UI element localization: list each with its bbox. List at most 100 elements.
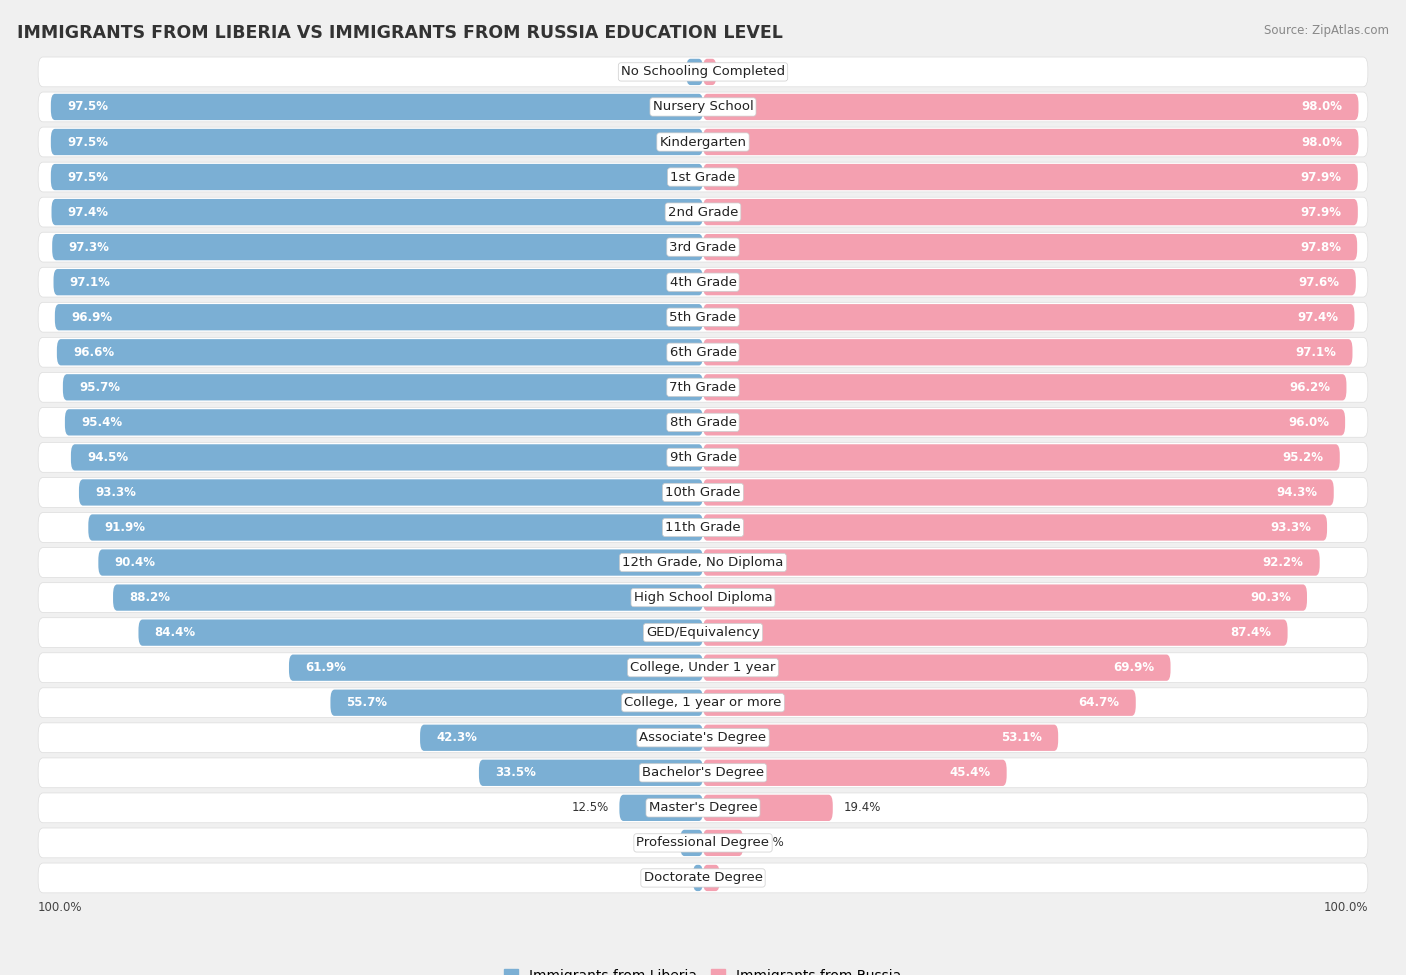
FancyBboxPatch shape [703,795,832,821]
Text: 97.4%: 97.4% [1298,311,1339,324]
FancyBboxPatch shape [703,515,1327,541]
Text: 55.7%: 55.7% [346,696,388,709]
FancyBboxPatch shape [51,129,703,155]
FancyBboxPatch shape [79,480,703,506]
FancyBboxPatch shape [63,374,703,401]
FancyBboxPatch shape [51,94,703,120]
Text: 97.5%: 97.5% [67,171,108,183]
Text: 12.5%: 12.5% [571,801,609,814]
FancyBboxPatch shape [703,164,1358,190]
FancyBboxPatch shape [703,865,720,891]
FancyBboxPatch shape [38,57,1368,87]
FancyBboxPatch shape [703,549,1320,575]
Text: 96.9%: 96.9% [70,311,112,324]
FancyBboxPatch shape [703,94,1358,120]
Text: College, Under 1 year: College, Under 1 year [630,661,776,674]
Text: 90.3%: 90.3% [1250,591,1291,604]
FancyBboxPatch shape [55,304,703,331]
Text: Source: ZipAtlas.com: Source: ZipAtlas.com [1264,24,1389,37]
Text: 94.5%: 94.5% [87,450,128,464]
FancyBboxPatch shape [52,234,703,260]
FancyBboxPatch shape [703,830,744,856]
Text: 96.2%: 96.2% [1289,381,1330,394]
Text: 1st Grade: 1st Grade [671,171,735,183]
Text: 53.1%: 53.1% [1001,731,1042,744]
Text: 2nd Grade: 2nd Grade [668,206,738,218]
Text: College, 1 year or more: College, 1 year or more [624,696,782,709]
Text: 6.0%: 6.0% [754,837,783,849]
FancyBboxPatch shape [38,443,1368,472]
FancyBboxPatch shape [51,164,703,190]
Text: No Schooling Completed: No Schooling Completed [621,65,785,78]
Text: 87.4%: 87.4% [1230,626,1271,640]
FancyBboxPatch shape [65,410,703,436]
FancyBboxPatch shape [703,374,1347,401]
Text: 64.7%: 64.7% [1078,696,1119,709]
FancyBboxPatch shape [693,865,703,891]
FancyBboxPatch shape [479,760,703,786]
FancyBboxPatch shape [686,58,703,85]
Text: Kindergarten: Kindergarten [659,136,747,148]
FancyBboxPatch shape [112,584,703,610]
Text: 97.6%: 97.6% [1299,276,1340,289]
FancyBboxPatch shape [703,304,1354,331]
FancyBboxPatch shape [38,197,1368,227]
Text: 7th Grade: 7th Grade [669,381,737,394]
Text: High School Diploma: High School Diploma [634,591,772,604]
FancyBboxPatch shape [703,234,1357,260]
Text: 10th Grade: 10th Grade [665,486,741,499]
FancyBboxPatch shape [703,480,1334,506]
FancyBboxPatch shape [38,127,1368,157]
FancyBboxPatch shape [38,408,1368,437]
Text: 92.2%: 92.2% [1263,556,1303,569]
FancyBboxPatch shape [138,619,703,645]
FancyBboxPatch shape [38,372,1368,403]
Text: GED/Equivalency: GED/Equivalency [647,626,759,640]
Text: 96.6%: 96.6% [73,346,114,359]
FancyBboxPatch shape [703,410,1346,436]
FancyBboxPatch shape [703,339,1353,366]
FancyBboxPatch shape [38,548,1368,577]
Text: 4th Grade: 4th Grade [669,276,737,289]
FancyBboxPatch shape [38,828,1368,858]
FancyBboxPatch shape [703,445,1340,471]
Text: 97.1%: 97.1% [1295,346,1337,359]
Text: 8th Grade: 8th Grade [669,416,737,429]
Text: 94.3%: 94.3% [1277,486,1317,499]
Text: Doctorate Degree: Doctorate Degree [644,872,762,884]
FancyBboxPatch shape [38,618,1368,647]
Text: 69.9%: 69.9% [1114,661,1154,674]
Text: 91.9%: 91.9% [104,521,145,534]
Text: 6th Grade: 6th Grade [669,346,737,359]
Text: Master's Degree: Master's Degree [648,801,758,814]
Text: 19.4%: 19.4% [844,801,880,814]
Text: 95.4%: 95.4% [82,416,122,429]
Text: 98.0%: 98.0% [1302,100,1343,113]
FancyBboxPatch shape [703,654,1171,681]
FancyBboxPatch shape [38,267,1368,297]
Text: Professional Degree: Professional Degree [637,837,769,849]
FancyBboxPatch shape [52,199,703,225]
FancyBboxPatch shape [703,760,1007,786]
FancyBboxPatch shape [290,654,703,681]
Text: 12th Grade, No Diploma: 12th Grade, No Diploma [623,556,783,569]
Text: 9th Grade: 9th Grade [669,450,737,464]
Text: 95.2%: 95.2% [1282,450,1323,464]
Text: 100.0%: 100.0% [38,901,83,915]
FancyBboxPatch shape [56,339,703,366]
FancyBboxPatch shape [53,269,703,295]
FancyBboxPatch shape [38,513,1368,542]
Text: Nursery School: Nursery School [652,100,754,113]
FancyBboxPatch shape [420,724,703,751]
Text: 2.0%: 2.0% [727,65,756,78]
FancyBboxPatch shape [38,302,1368,332]
FancyBboxPatch shape [703,199,1358,225]
FancyBboxPatch shape [38,478,1368,507]
FancyBboxPatch shape [38,232,1368,262]
Text: 95.7%: 95.7% [79,381,120,394]
FancyBboxPatch shape [38,722,1368,753]
FancyBboxPatch shape [38,92,1368,122]
FancyBboxPatch shape [38,863,1368,893]
Text: 2.5%: 2.5% [645,65,675,78]
Text: 93.3%: 93.3% [96,486,136,499]
